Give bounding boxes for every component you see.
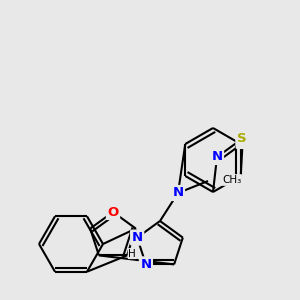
Text: N: N [140,258,152,271]
Text: N: N [132,231,143,244]
Text: H: H [128,249,136,259]
Text: CH₃: CH₃ [222,175,241,185]
Text: N: N [212,151,223,164]
Text: S: S [237,133,247,146]
Text: N: N [172,187,184,200]
Text: O: O [107,206,118,218]
Text: N: N [237,134,248,148]
